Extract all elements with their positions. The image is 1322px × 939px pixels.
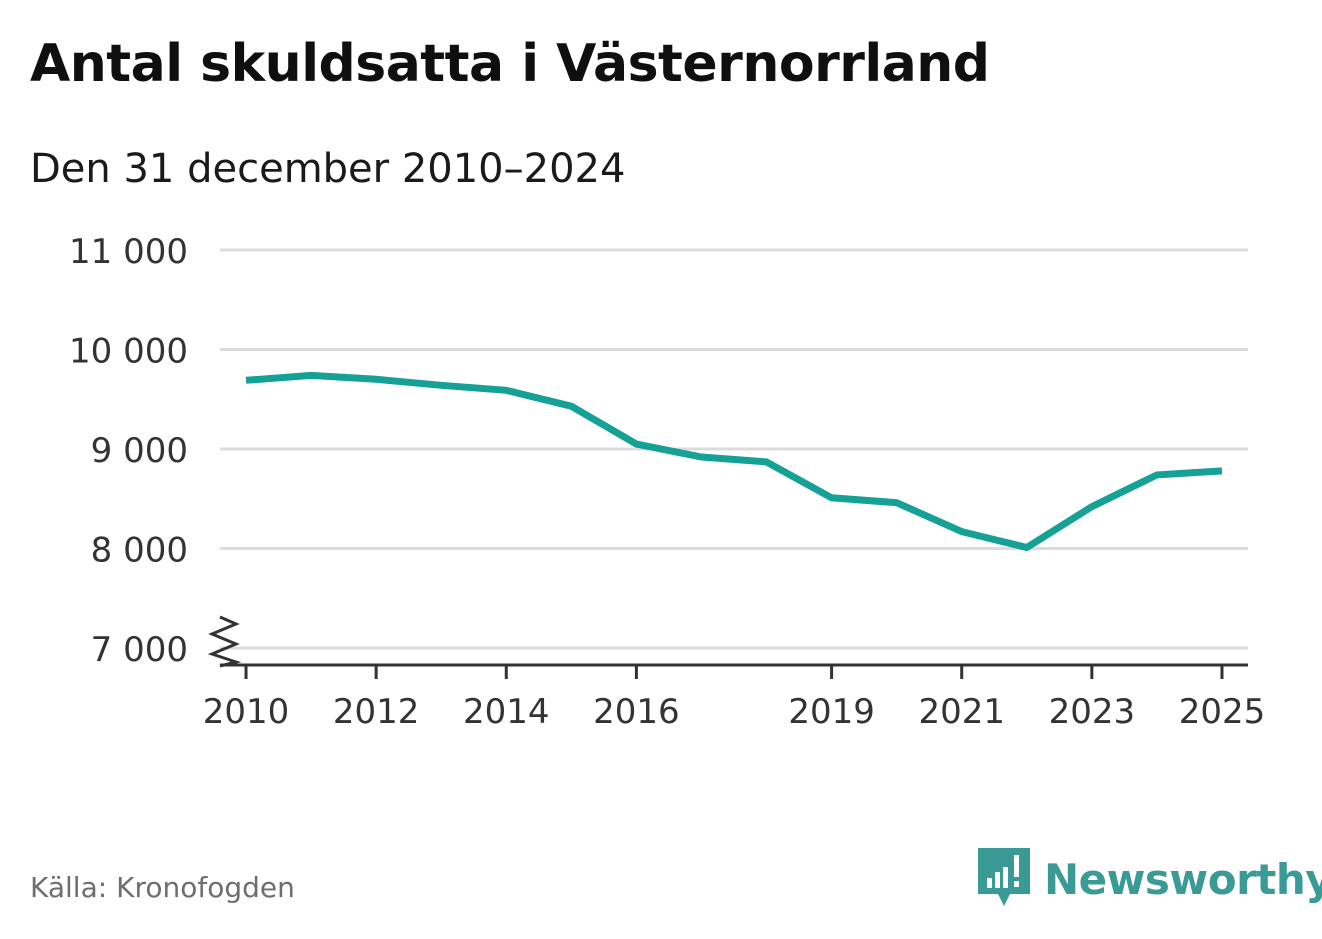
x-tick-label: 2010 [203,692,290,732]
brand-logo: Newsworthy [978,848,1322,910]
x-tick-label: 2023 [1049,692,1136,732]
x-tick-label: 2019 [788,692,875,732]
source-note: Källa: Kronofogden [30,871,295,904]
x-tick-label: 2014 [463,692,550,732]
chart-subtitle: Den 31 december 2010–2024 [30,146,626,192]
axis-break-icon [207,615,242,668]
y-tick-label: 9 000 [91,431,188,471]
brand-name: Newsworthy [1044,854,1322,904]
y-tick-label: 7 000 [91,630,188,670]
series-line [245,371,1223,552]
x-tick-label: 2021 [918,692,1005,732]
y-tick-label: 8 000 [91,531,188,571]
y-tick-label: 10 000 [69,332,188,372]
y-tick-label: 11 000 [69,232,188,272]
x-tick-label: 2025 [1179,692,1266,732]
x-tick-label: 2016 [593,692,680,732]
newsworthy-logo-icon [978,848,1030,906]
chart-title: Antal skuldsatta i Västernorrland [30,34,990,94]
x-tick-label: 2012 [333,692,420,732]
